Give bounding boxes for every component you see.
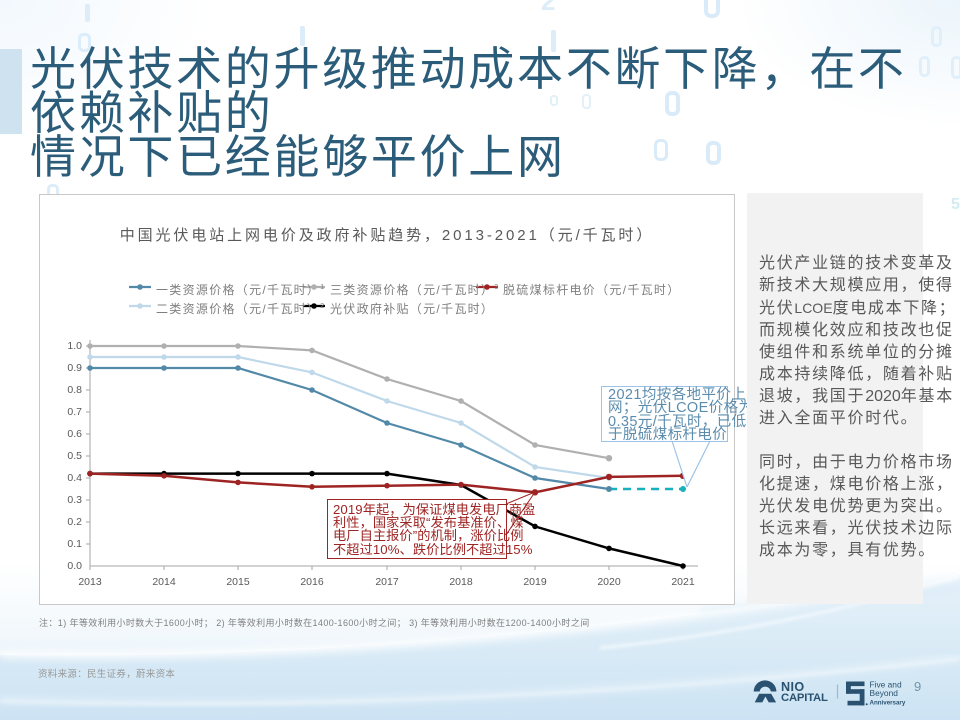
svg-text:Anniversary: Anniversary: [870, 700, 906, 707]
svg-text:Five and: Five and: [870, 680, 902, 690]
svg-text:Beyond: Beyond: [870, 688, 899, 698]
svg-text:CAPITAL: CAPITAL: [781, 692, 828, 704]
svg-text:NIO: NIO: [781, 680, 805, 694]
